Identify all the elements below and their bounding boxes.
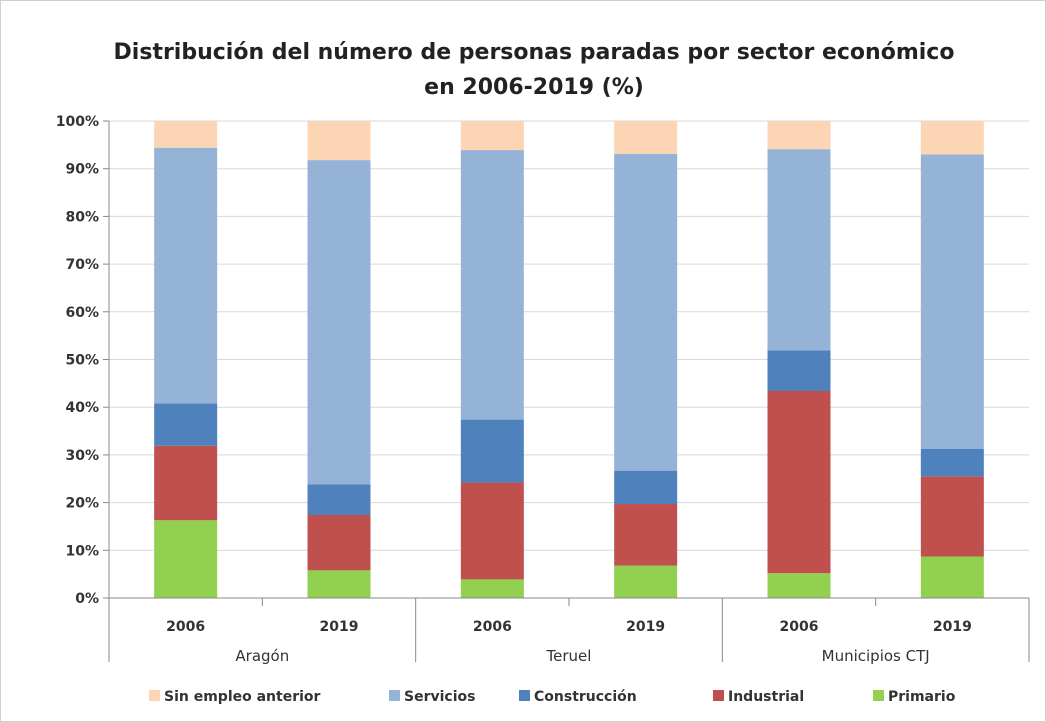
bar-segment-sin-empleo-anterior-5 (920, 121, 984, 155)
legend-swatch-sin-empleo-anterior (149, 690, 160, 701)
legend-swatch-industrial (713, 690, 724, 701)
y-tick-label: 20% (65, 496, 99, 512)
y-tick-label: 80% (65, 209, 99, 225)
y-tick-label: 30% (65, 448, 99, 464)
bar-segment-primario-4 (767, 573, 831, 598)
y-tick-label: 50% (65, 353, 99, 369)
legend-label: Primario (888, 689, 956, 705)
bar-segment-industrial-0 (154, 445, 218, 521)
y-tick-label: 100% (56, 114, 99, 130)
bar-segment-industrial-1 (307, 515, 371, 571)
group-label: Aragón (235, 647, 289, 665)
bar-segment-sin-empleo-anterior-1 (307, 121, 371, 161)
y-tick-label: 90% (65, 162, 99, 178)
bar-segment-sin-empleo-anterior-3 (614, 121, 678, 154)
bar-segment-servicios-0 (154, 147, 218, 404)
gridlines (109, 120, 1029, 599)
bar-segment-industrial-4 (767, 390, 831, 574)
bar-segment-construcción-4 (767, 350, 831, 391)
bar-segment-industrial-3 (614, 504, 678, 566)
bar-segment-servicios-4 (767, 149, 831, 351)
bar-segment-primario-5 (920, 556, 984, 598)
bars (154, 121, 984, 598)
legend-label: Servicios (404, 689, 475, 705)
bar-segment-primario-0 (154, 520, 218, 598)
legend-swatch-primario (873, 690, 884, 701)
chart-title-line-1: Distribución del número de personas para… (114, 40, 955, 65)
group-label: Municipios CTJ (822, 647, 930, 665)
y-tick-label: 0% (75, 591, 99, 607)
legend-swatch-construcción (519, 690, 530, 701)
bar-segment-servicios-2 (460, 150, 524, 420)
bar-segment-primario-2 (460, 579, 524, 598)
y-tick-label: 10% (65, 543, 99, 559)
bar-segment-servicios-3 (614, 153, 678, 471)
bar-segment-industrial-2 (460, 482, 524, 580)
legend-swatch-servicios (389, 690, 400, 701)
bar-segment-construcción-5 (920, 448, 984, 477)
y-tick-label: 60% (65, 305, 99, 321)
x-tick-label: 2019 (626, 619, 665, 635)
x-tick-label: 2019 (933, 619, 972, 635)
y-tick-label: 70% (65, 257, 99, 273)
bar-segment-servicios-1 (307, 160, 371, 485)
chart-title-line-2: en 2006-2019 (%) (424, 75, 644, 100)
group-label: Teruel (546, 647, 592, 665)
bar-segment-construcción-2 (460, 419, 524, 483)
bar-segment-construcción-3 (614, 470, 678, 505)
y-tick-label: 40% (65, 400, 99, 416)
x-tick-label: 2006 (473, 619, 512, 635)
bar-segment-construcción-1 (307, 484, 371, 516)
bar-segment-primario-1 (307, 570, 371, 598)
legend-label: Industrial (728, 689, 804, 705)
x-tick-label: 2006 (166, 619, 205, 635)
bar-segment-sin-empleo-anterior-4 (767, 121, 831, 150)
x-tick-label: 2006 (780, 619, 819, 635)
y-axis: 0% 10% 20% 30% 40% 50% 60% 70% 80% 90% 100% (56, 114, 110, 607)
bar-segment-industrial-5 (920, 476, 984, 557)
legend: Sin empleo anterior Servicios Construcción… (149, 689, 956, 705)
bar-segment-construcción-0 (154, 403, 218, 446)
legend-label: Construcción (534, 689, 637, 705)
bar-segment-primario-3 (614, 565, 678, 598)
legend-label: Sin empleo anterior (164, 689, 321, 705)
bar-segment-sin-empleo-anterior-2 (460, 121, 524, 151)
x-axis: 2006 2019 2006 2019 2006 2019 Aragón Teruel Muni… (108, 597, 1030, 665)
bar-segment-sin-empleo-anterior-0 (154, 121, 218, 148)
x-tick-label: 2019 (320, 619, 359, 635)
bar-segment-servicios-5 (920, 154, 984, 449)
